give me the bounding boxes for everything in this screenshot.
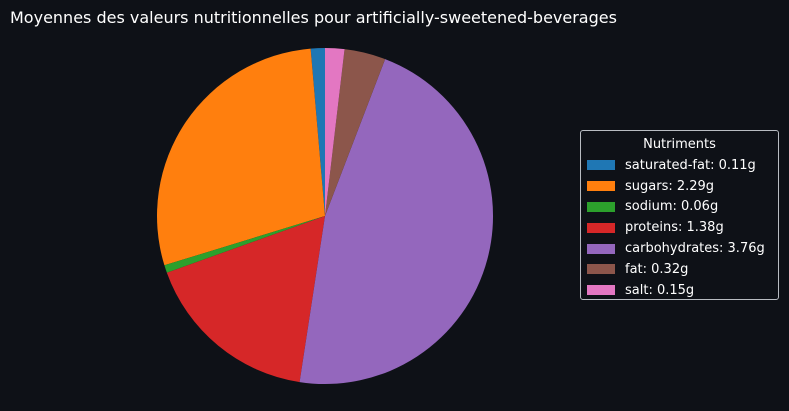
legend-item-salt: salt: 0.15g xyxy=(581,280,778,301)
legend-label: fat: 0.32g xyxy=(625,261,689,277)
legend-label: saturated-fat: 0.11g xyxy=(625,157,756,173)
legend-items: saturated-fat: 0.11g sugars: 2.29g sodium:… xyxy=(581,155,778,301)
chart-title: Moyennes des valeurs nutritionnelles pou… xyxy=(10,8,617,27)
pie-slice-proteins xyxy=(166,216,325,383)
legend-swatch xyxy=(587,222,615,233)
pie-slice-sodium xyxy=(164,216,325,273)
legend-title: Nutriments xyxy=(643,137,716,152)
pie-slice-saturated-fat xyxy=(310,48,325,216)
legend-label: proteins: 1.38g xyxy=(625,220,724,236)
pie-slice-sugars xyxy=(157,48,325,266)
legend-item-saturated-fat: saturated-fat: 0.11g xyxy=(581,155,778,176)
legend-label: salt: 0.15g xyxy=(625,282,695,298)
legend-item-sugars: sugars: 2.29g xyxy=(581,176,778,197)
legend-swatch xyxy=(587,264,615,275)
legend-swatch xyxy=(587,243,615,254)
pie-slices xyxy=(157,47,494,385)
legend-label: sugars: 2.29g xyxy=(625,178,715,194)
legend-swatch xyxy=(587,285,615,296)
legend-swatch xyxy=(587,160,615,171)
legend-item-proteins: proteins: 1.38g xyxy=(581,217,778,238)
legend-label: sodium: 0.06g xyxy=(625,199,719,215)
legend-item-sodium: sodium: 0.06g xyxy=(581,197,778,218)
legend-item-fat: fat: 0.32g xyxy=(581,259,778,280)
legend-label: carbohydrates: 3.76g xyxy=(625,241,765,257)
legend-item-carbohydrates: carbohydrates: 3.76g xyxy=(581,238,778,259)
pie-slice-fat xyxy=(325,49,386,216)
pie-slice-carbohydrates xyxy=(299,59,494,385)
legend-swatch xyxy=(587,201,615,212)
legend-swatch xyxy=(587,181,615,192)
legend: Nutriments saturated-fat: 0.11g sugars: 2… xyxy=(580,130,779,300)
pie-slice-salt xyxy=(325,47,345,216)
